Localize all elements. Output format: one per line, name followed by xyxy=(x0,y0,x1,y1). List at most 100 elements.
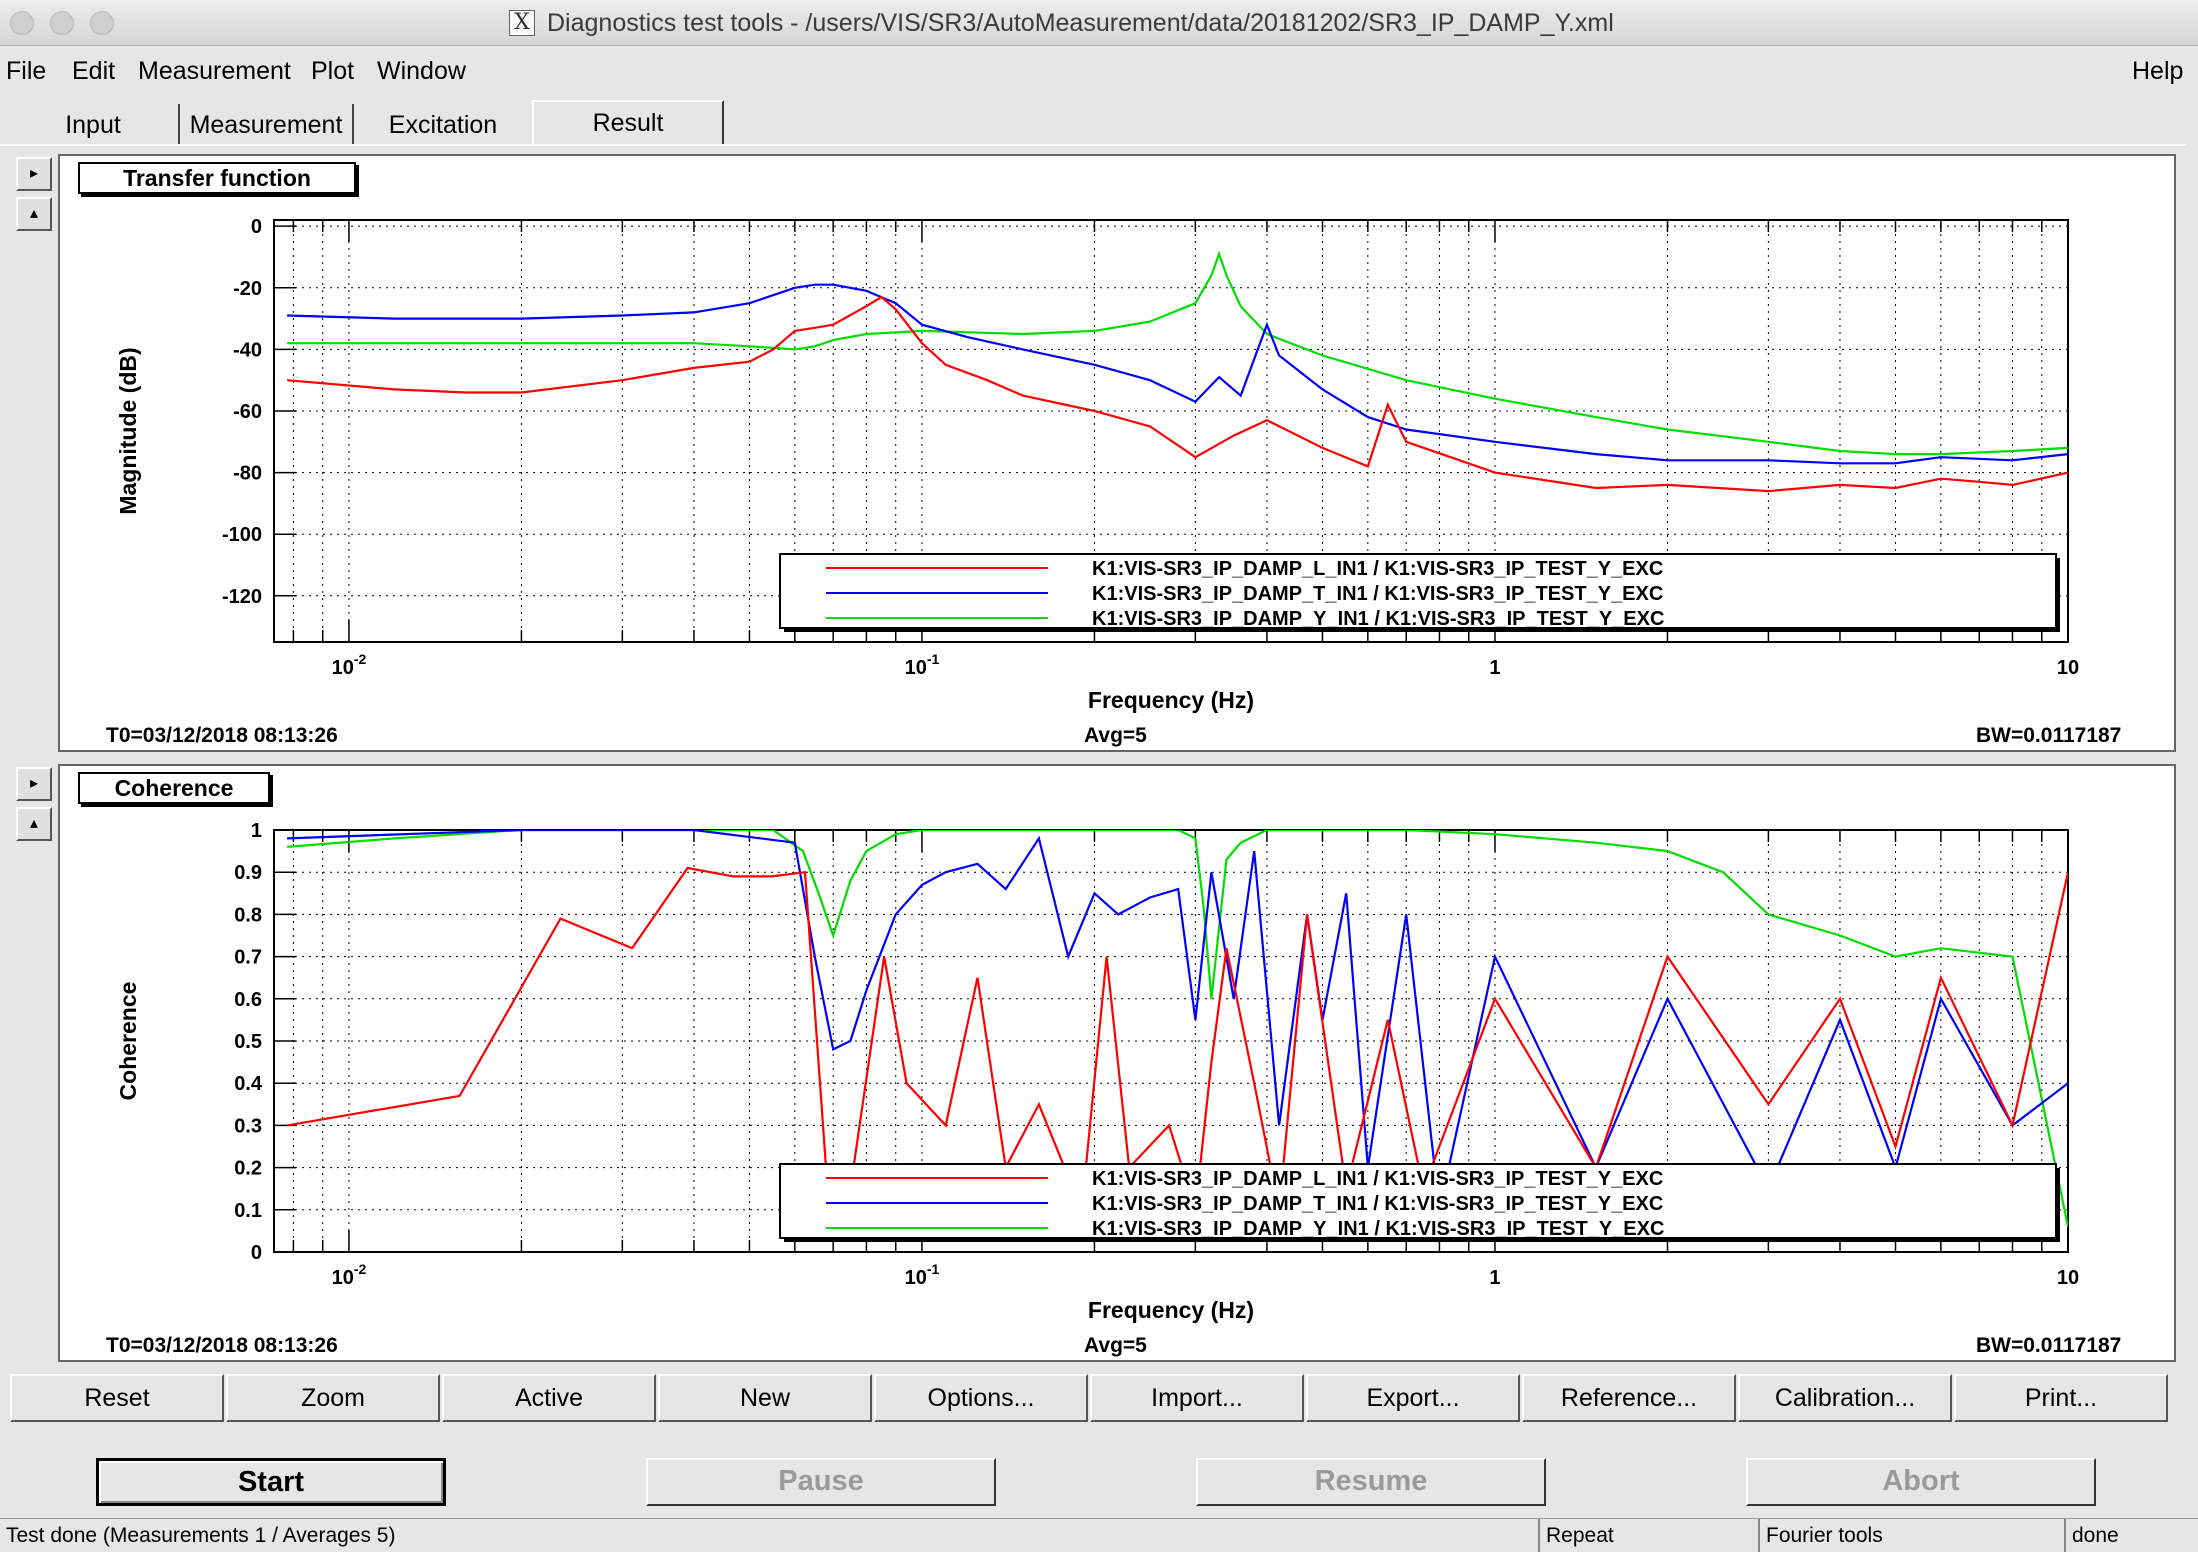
print-button[interactable]: Print... xyxy=(1954,1374,2168,1422)
window-title-bar: X Diagnostics test tools - /users/VIS/SR… xyxy=(0,0,2198,46)
plot-toolbar: Reset Zoom Active New Options... Import.… xyxy=(10,1374,2170,1422)
x-tick-label: 1 xyxy=(1489,1267,1500,1289)
x-axis-label: Frequency (Hz) xyxy=(1088,1297,1254,1323)
legend-entry: K1:VIS-SR3_IP_DAMP_L_IN1 / K1:VIS-SR3_IP… xyxy=(1092,1168,1663,1190)
menu-help[interactable]: Help xyxy=(2132,57,2184,85)
x-grid xyxy=(292,220,2043,642)
active-button[interactable]: Active xyxy=(442,1374,656,1422)
tab-result[interactable]: Result xyxy=(532,100,724,146)
bw-label: BW=0.0117187 xyxy=(1976,724,2122,747)
legend-entry: K1:VIS-SR3_IP_DAMP_T_IN1 / K1:VIS-SR3_IP… xyxy=(1092,1193,1663,1215)
options-button[interactable]: Options... xyxy=(874,1374,1088,1422)
y-tick-label: 1 xyxy=(251,820,262,842)
bw-label: BW=0.0117187 xyxy=(1976,1334,2122,1357)
panel-title-coherence: Coherence xyxy=(78,772,270,804)
new-button[interactable]: New xyxy=(658,1374,872,1422)
legend-entry: K1:VIS-SR3_IP_DAMP_L_IN1 / K1:VIS-SR3_IP… xyxy=(1092,558,1663,580)
y-tick-label: -40 xyxy=(233,339,262,361)
y-tick-label: 0.6 xyxy=(234,989,262,1011)
tab-measurement[interactable]: Measurement xyxy=(180,104,354,146)
x-tick-label: 10-1 xyxy=(905,651,940,679)
series-line-0 xyxy=(287,295,2068,493)
menu-bar: File Edit Measurement Plot Window Help xyxy=(0,52,2198,92)
menu-window[interactable]: Window xyxy=(377,57,466,85)
transfer-function-panel: 0 -20 -40 -60 -80 -100 -120 10-2 10-1 1 10 Frequenc… xyxy=(58,154,2176,752)
reset-button[interactable]: Reset xyxy=(10,1374,224,1422)
minimize-window-button[interactable] xyxy=(50,11,74,35)
expand-panel-1-button[interactable]: ▸ xyxy=(16,157,52,191)
t0-label: T0=03/12/2018 08:13:26 xyxy=(106,1334,338,1357)
panel-title-transfer-function: Transfer function xyxy=(78,162,356,194)
y-tick-label: 0.8 xyxy=(234,904,262,926)
y-tick-label: 0 xyxy=(251,1242,262,1264)
x-tick-label: 10 xyxy=(2057,657,2079,679)
expand-panel-2-button[interactable]: ▸ xyxy=(16,767,52,801)
x-tick-label: 10-1 xyxy=(905,1261,940,1289)
legend-box xyxy=(779,1163,2057,1239)
export-button[interactable]: Export... xyxy=(1306,1374,1520,1422)
x-tick-label: 10-2 xyxy=(332,1261,367,1289)
y-tick-label: -20 xyxy=(233,278,262,300)
y-axis-label: Magnitude (dB) xyxy=(115,347,141,514)
y-tick-label: 0.2 xyxy=(234,1158,262,1180)
menu-plot[interactable]: Plot xyxy=(311,57,355,85)
y-tick-label: -80 xyxy=(233,463,262,485)
collapse-panel-2-button[interactable]: ▴ xyxy=(16,807,52,841)
series-line-2 xyxy=(287,250,2068,456)
avg-label: Avg=5 xyxy=(1084,724,1147,747)
x-tick-label: 1 xyxy=(1489,657,1500,679)
abort-button[interactable]: Abort xyxy=(1746,1458,2096,1506)
x-tick-label: 10-2 xyxy=(332,651,367,679)
legend-entry: K1:VIS-SR3_IP_DAMP_T_IN1 / K1:VIS-SR3_IP… xyxy=(1092,583,1663,605)
status-bar: Test done (Measurements 1 / Averages 5) … xyxy=(0,1518,2198,1552)
close-window-button[interactable] xyxy=(10,11,34,35)
tab-input[interactable]: Input xyxy=(8,104,180,146)
avg-label: Avg=5 xyxy=(1084,1334,1147,1357)
resume-button[interactable]: Resume xyxy=(1196,1458,1546,1506)
coherence-chart[interactable]: 1 0.9 0.8 0.7 0.6 0.5 0.4 0.3 0.2 0.1 0 10-2 10-1 1 10… xyxy=(60,766,2174,1360)
status-tool: Fourier tools xyxy=(1758,1519,2060,1552)
tab-bar: Input Measurement Excitation Result xyxy=(0,100,2198,146)
y-tick-label: -100 xyxy=(222,524,262,546)
calibration-button[interactable]: Calibration... xyxy=(1738,1374,1952,1422)
y-tick-label: -120 xyxy=(222,586,262,608)
tab-excitation[interactable]: Excitation xyxy=(354,104,534,146)
y-tick-label: 0.4 xyxy=(234,1073,263,1095)
y-tick-label: 0 xyxy=(251,216,262,238)
legend-entry: K1:VIS-SR3_IP_DAMP_Y_IN1 / K1:VIS-SR3_IP… xyxy=(1092,608,1664,630)
menu-file[interactable]: File xyxy=(6,57,47,85)
y-tick-label: 0.9 xyxy=(234,862,262,884)
collapse-panel-1-button[interactable]: ▴ xyxy=(16,197,52,231)
menu-measurement[interactable]: Measurement xyxy=(138,57,291,85)
legend-box xyxy=(779,553,2057,629)
series-line-2 xyxy=(287,830,2068,1227)
series-line-1 xyxy=(287,830,2068,1211)
x-axis-label: Frequency (Hz) xyxy=(1088,687,1254,713)
x11-icon: X xyxy=(509,10,535,36)
y-tick-label: 0.1 xyxy=(234,1200,262,1222)
zoom-window-button[interactable] xyxy=(90,11,114,35)
coherence-panel: 1 0.9 0.8 0.7 0.6 0.5 0.4 0.3 0.2 0.1 0 10-2 10-1 1 10… xyxy=(58,764,2176,1362)
y-tick-label: -60 xyxy=(233,401,262,423)
pause-button[interactable]: Pause xyxy=(646,1458,996,1506)
x-tick-label: 10 xyxy=(2057,1267,2079,1289)
start-button[interactable]: Start xyxy=(96,1458,446,1506)
import-button[interactable]: Import... xyxy=(1090,1374,1304,1422)
t0-label: T0=03/12/2018 08:13:26 xyxy=(106,724,338,747)
window-title: Diagnostics test tools - /users/VIS/SR3/… xyxy=(547,9,1614,37)
transfer-function-chart[interactable]: 0 -20 -40 -60 -80 -100 -120 10-2 10-1 1 10 Frequenc… xyxy=(60,156,2174,750)
y-tick-label: 0.5 xyxy=(234,1031,262,1053)
series-line-0 xyxy=(286,866,2068,1211)
zoom-button[interactable]: Zoom xyxy=(226,1374,440,1422)
legend-entry: K1:VIS-SR3_IP_DAMP_Y_IN1 / K1:VIS-SR3_IP… xyxy=(1092,1218,1664,1240)
status-message: Test done (Measurements 1 / Averages 5) xyxy=(6,1524,396,1547)
menu-edit[interactable]: Edit xyxy=(72,57,116,85)
status-state: done xyxy=(2064,1519,2198,1552)
reference-button[interactable]: Reference... xyxy=(1522,1374,1736,1422)
status-mode: Repeat xyxy=(1538,1519,1750,1552)
tab-divider xyxy=(0,144,2186,146)
y-tick-label: 0.7 xyxy=(234,947,262,969)
y-tick-label: 0.3 xyxy=(234,1115,262,1137)
series-line-1 xyxy=(287,283,2068,465)
y-axis-label: Coherence xyxy=(115,982,141,1101)
